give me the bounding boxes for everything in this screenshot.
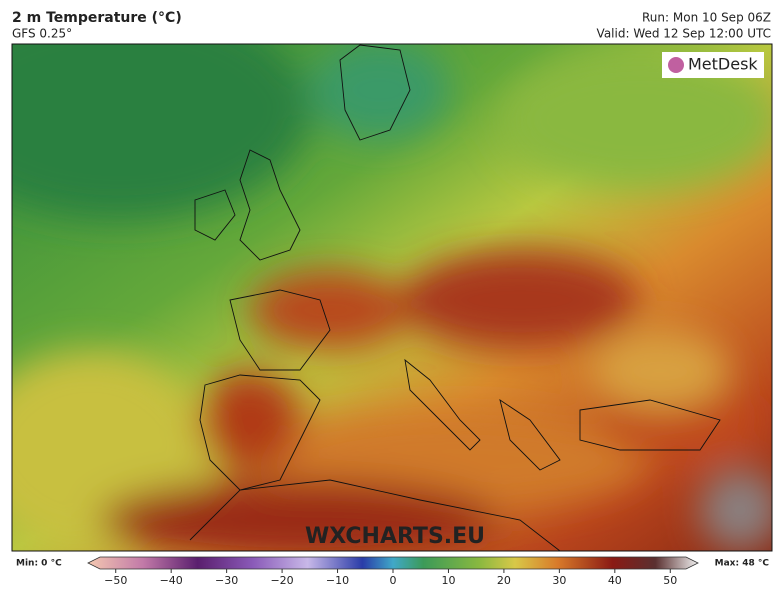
tick-label: −20	[270, 574, 293, 587]
coastlines	[189, 44, 721, 551]
temperature-blobs	[12, 44, 772, 551]
map: MetDesk WXCHARTS.EU	[12, 44, 772, 551]
colorbar	[87, 556, 699, 570]
tick-label: −50	[104, 574, 127, 587]
min-label: Min: 0 °C	[16, 559, 62, 569]
logo: MetDesk	[688, 55, 758, 74]
tick-label: −40	[160, 574, 183, 587]
map-frame	[11, 43, 773, 552]
colorbar-ticks: −50 −40 −30 −20 −10 0 10 20 30 40 50	[104, 569, 677, 587]
tick-label: 40	[608, 574, 622, 587]
tick-label: 20	[497, 574, 511, 587]
tick-label: 30	[552, 574, 566, 587]
max-label: Max: 48 °C	[715, 559, 770, 569]
tick-label: −10	[326, 574, 349, 587]
map-title: 2 m Temperature (°C)	[12, 10, 182, 26]
run-label: Run: Mon 10 Sep 06Z	[642, 11, 771, 25]
model-label: GFS 0.25°	[12, 27, 72, 41]
tick-label: 0	[390, 574, 397, 587]
tick-label: 10	[441, 574, 455, 587]
logo-icon	[668, 57, 684, 73]
tick-label: 50	[663, 574, 677, 587]
watermark: WXCHARTS.EU	[305, 524, 485, 549]
tick-label: −30	[215, 574, 238, 587]
valid-label: Valid: Wed 12 Sep 12:00 UTC	[597, 27, 771, 41]
